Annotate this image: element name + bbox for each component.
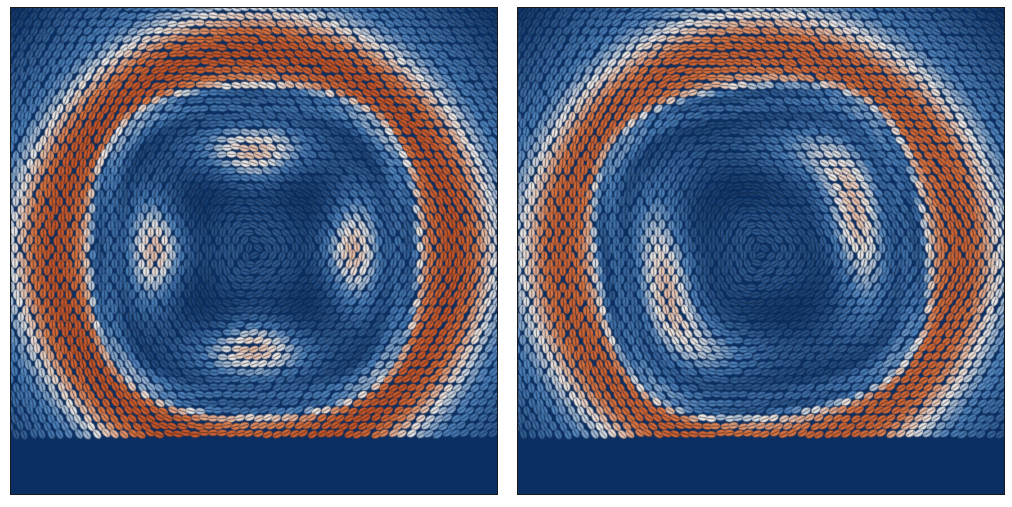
vector-field-canvas-left [11, 8, 497, 494]
field-panel-left [10, 7, 498, 495]
field-panel-right [517, 7, 1005, 495]
vector-field-canvas-right [518, 8, 1004, 494]
